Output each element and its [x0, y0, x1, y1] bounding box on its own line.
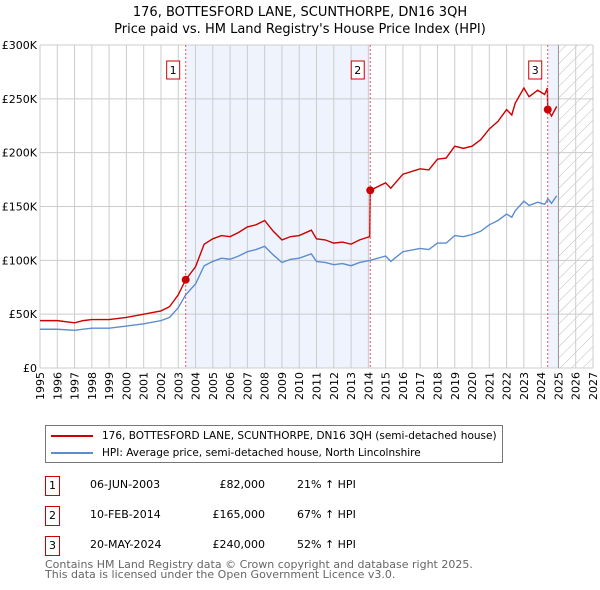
x-tick-label: 2025 [552, 372, 565, 400]
x-tick-label: 1999 [103, 372, 116, 400]
legend: 176, BOTTESFORD LANE, SCUNTHORPE, DN16 3… [45, 425, 503, 463]
x-tick-label: 2001 [138, 372, 151, 400]
sale-price: £240,000 [212, 538, 266, 551]
sale-point [181, 275, 190, 284]
sale-hpi-change: 21% ↑ HPI [297, 478, 356, 491]
x-tick-label: 2012 [328, 372, 341, 400]
sale-label-box [528, 60, 543, 80]
x-tick-label: 2026 [570, 372, 583, 400]
sale-price: £165,000 [212, 508, 266, 521]
x-tick-label: 2003 [172, 372, 185, 400]
y-tick-label: £300K [2, 39, 38, 52]
x-tick-label: 2007 [241, 372, 254, 400]
x-tick-label: 1995 [34, 372, 47, 400]
sale-point [366, 186, 375, 195]
sale-label: 3 [532, 64, 539, 77]
footer-line: This data is licensed under the Open Gov… [45, 568, 396, 581]
x-tick-label: 2009 [276, 372, 289, 400]
y-tick-label: £100K [2, 254, 38, 267]
x-tick-label: 2005 [207, 372, 220, 400]
sale-date: 10-FEB-2014 [90, 508, 161, 521]
x-tick-label: 1997 [69, 372, 82, 400]
sale-number: 3 [45, 536, 60, 556]
x-tick-label: 2013 [345, 372, 358, 400]
legend-label: 176, BOTTESFORD LANE, SCUNTHORPE, DN16 3… [102, 430, 497, 442]
y-tick-label: £150K [2, 201, 38, 214]
x-tick-label: 2027 [587, 372, 600, 400]
x-tick-label: 2018 [431, 372, 444, 400]
x-tick-label: 2014 [362, 372, 375, 400]
y-tick-label: £250K [2, 93, 38, 106]
legend-swatch [51, 452, 93, 454]
y-tick-label: £50K [9, 308, 38, 321]
chart-subtitle: Price paid vs. HM Land Registry's House … [114, 22, 486, 37]
x-tick-label: 2002 [155, 372, 168, 400]
footer-line: Contains HM Land Registry data © Crown c… [45, 558, 473, 571]
y-tick-label: £200K [2, 147, 38, 160]
plot-area: 1995 1996 1997 1998 1999 2000 2001 2002 2003 2004… [2, 39, 600, 400]
x-tick-label: 2000 [120, 372, 133, 400]
legend-label: HPI: Average price, semi-detached house,… [102, 447, 421, 459]
legend-item-price-paid: 176, BOTTESFORD LANE, SCUNTHORPE, DN16 3… [46, 428, 497, 444]
x-tick-label: 2020 [466, 372, 479, 400]
price-paid-line [40, 86, 558, 324]
sale-hpi-change: 52% ↑ HPI [297, 538, 356, 551]
x-tick-label: 2008 [259, 372, 272, 400]
footer: Contains HM Land Registry data © Crown c… [45, 558, 473, 581]
x-tick-label: 2024 [535, 372, 548, 400]
sale-price: £82,000 [219, 478, 266, 491]
sale-label-box [166, 60, 181, 80]
sale-label: 2 [354, 64, 361, 77]
x-tick-label: 2010 [293, 372, 306, 400]
sale-date: 06-JUN-2003 [90, 478, 161, 491]
x-tick-label: 2022 [501, 372, 514, 400]
legend-swatch [51, 435, 93, 437]
sale-date: 20-MAY-2024 [90, 538, 162, 551]
legend-item-hpi: HPI: Average price, semi-detached house,… [46, 445, 421, 461]
x-tick-label: 2023 [518, 372, 531, 400]
sale-label-box [350, 60, 365, 80]
sale-label: 1 [170, 64, 177, 77]
chart-title: 176, BOTTESFORD LANE, SCUNTHORPE, DN16 3… [132, 5, 468, 20]
x-tick-label: 2016 [397, 372, 410, 400]
y-tick-label: £0 [23, 362, 37, 375]
sale-number: 1 [45, 476, 60, 496]
x-tick-label: 2019 [449, 372, 462, 400]
sale-number: 2 [45, 506, 60, 526]
sale-point [543, 105, 552, 114]
x-tick-label: 2021 [483, 372, 496, 400]
x-tick-label: 2015 [380, 372, 393, 400]
x-tick-label: 1998 [86, 372, 99, 400]
x-tick-label: 2004 [190, 372, 203, 400]
sale-hpi-change: 67% ↑ HPI [297, 508, 356, 521]
x-tick-label: 2011 [311, 372, 324, 400]
x-tick-label: 2017 [414, 372, 427, 400]
x-tick-label: 1996 [51, 372, 64, 400]
x-tick-label: 2006 [224, 372, 237, 400]
hpi-line [40, 195, 558, 332]
